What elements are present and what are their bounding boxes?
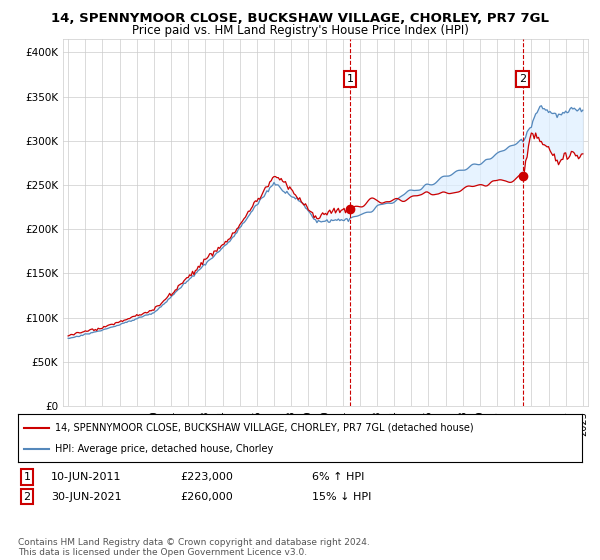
Text: 6% ↑ HPI: 6% ↑ HPI [312, 472, 364, 482]
Text: 14, SPENNYMOOR CLOSE, BUCKSHAW VILLAGE, CHORLEY, PR7 7GL (detached house): 14, SPENNYMOOR CLOSE, BUCKSHAW VILLAGE, … [55, 423, 473, 433]
Text: 15% ↓ HPI: 15% ↓ HPI [312, 492, 371, 502]
Text: 1: 1 [347, 74, 354, 84]
Text: 10-JUN-2011: 10-JUN-2011 [51, 472, 121, 482]
Text: 14, SPENNYMOOR CLOSE, BUCKSHAW VILLAGE, CHORLEY, PR7 7GL: 14, SPENNYMOOR CLOSE, BUCKSHAW VILLAGE, … [51, 12, 549, 25]
Text: £260,000: £260,000 [180, 492, 233, 502]
Text: 2: 2 [519, 74, 526, 84]
Text: 1: 1 [23, 472, 31, 482]
Text: HPI: Average price, detached house, Chorley: HPI: Average price, detached house, Chor… [55, 444, 273, 454]
Text: £223,000: £223,000 [180, 472, 233, 482]
Text: 2: 2 [23, 492, 31, 502]
Text: Contains HM Land Registry data © Crown copyright and database right 2024.
This d: Contains HM Land Registry data © Crown c… [18, 538, 370, 557]
Text: Price paid vs. HM Land Registry's House Price Index (HPI): Price paid vs. HM Land Registry's House … [131, 24, 469, 36]
Text: 30-JUN-2021: 30-JUN-2021 [51, 492, 122, 502]
